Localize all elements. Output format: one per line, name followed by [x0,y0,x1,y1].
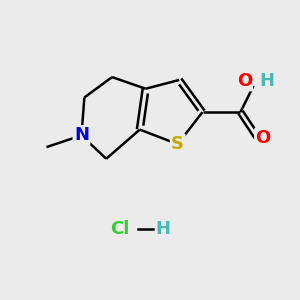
Text: H: H [156,220,171,238]
Text: S: S [171,135,184,153]
Text: O: O [256,129,271,147]
Text: H: H [259,73,274,91]
Text: Cl: Cl [110,220,129,238]
Text: O: O [237,73,252,91]
Text: N: N [74,126,89,144]
